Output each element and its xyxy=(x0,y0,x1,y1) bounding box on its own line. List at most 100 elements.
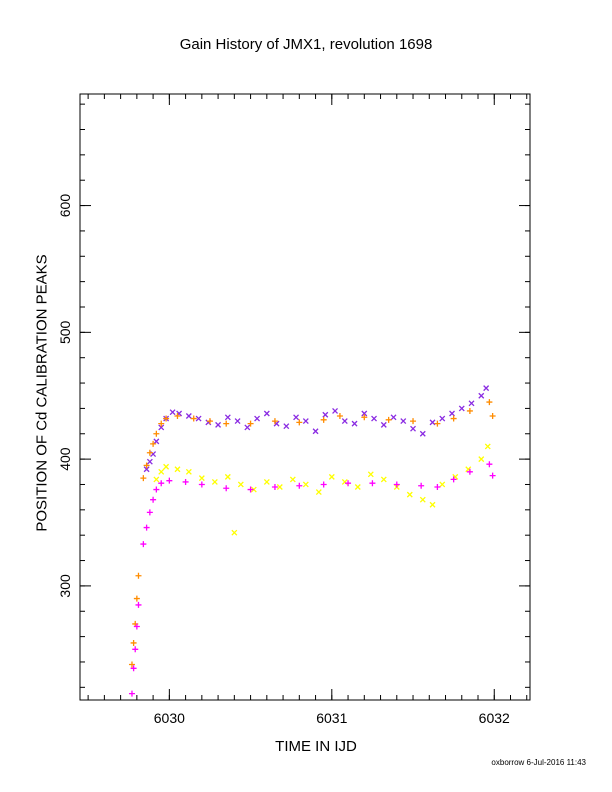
data-point xyxy=(400,418,407,425)
data-point xyxy=(276,484,283,490)
data-point xyxy=(146,449,153,456)
data-point xyxy=(153,438,160,445)
data-point xyxy=(468,400,475,407)
series-4 xyxy=(128,461,496,697)
x-tick-label: 6032 xyxy=(479,710,510,726)
data-point xyxy=(296,419,303,426)
data-point xyxy=(367,471,374,478)
series-3 xyxy=(153,443,491,536)
data-point xyxy=(293,414,300,421)
x-axis-label: TIME IN IJD xyxy=(275,738,357,755)
data-point xyxy=(146,458,153,465)
data-point xyxy=(135,572,142,579)
data-point xyxy=(320,481,327,488)
chart-title: Gain History of JMX1, revolution 1698 xyxy=(179,36,433,53)
data-point xyxy=(158,424,165,431)
data-point xyxy=(158,420,165,427)
data-point xyxy=(450,415,457,422)
y-tick-label: 300 xyxy=(57,574,73,598)
data-point xyxy=(489,413,496,420)
data-point xyxy=(206,418,213,425)
data-point xyxy=(466,468,473,475)
data-point xyxy=(223,485,230,492)
y-axis-label: POSITION OF Cd CALIBRATION PEAKS xyxy=(33,254,51,532)
data-point xyxy=(215,421,222,428)
data-point xyxy=(128,661,135,668)
data-point xyxy=(185,468,192,475)
data-point xyxy=(341,418,348,425)
data-point xyxy=(163,415,170,422)
data-point xyxy=(439,415,446,422)
data-point xyxy=(406,491,413,498)
data-point xyxy=(320,416,327,423)
data-point xyxy=(182,478,189,485)
data-point xyxy=(302,481,309,488)
y-tick-label: 400 xyxy=(57,447,73,471)
x-tick-label: 6030 xyxy=(154,710,185,726)
data-point xyxy=(478,392,485,399)
data-point xyxy=(486,461,493,468)
data-point xyxy=(271,418,278,425)
data-point xyxy=(250,486,257,493)
data-point xyxy=(146,509,153,516)
data-point xyxy=(143,524,150,531)
data-point xyxy=(385,416,392,423)
data-point xyxy=(371,415,378,422)
data-point xyxy=(158,468,165,475)
data-point xyxy=(351,420,358,427)
data-point xyxy=(449,410,455,417)
data-point xyxy=(271,484,278,491)
data-point xyxy=(153,430,160,437)
data-point xyxy=(153,476,160,483)
data-point xyxy=(315,489,322,496)
data-point xyxy=(133,623,140,630)
data-point xyxy=(419,496,426,503)
plot-frame xyxy=(79,93,531,701)
data-point xyxy=(133,595,140,602)
y-tick-label: 500 xyxy=(57,320,73,344)
data-point xyxy=(234,418,241,425)
data-point xyxy=(135,601,142,608)
data-point xyxy=(486,399,493,406)
data-point xyxy=(483,385,490,392)
data-point xyxy=(158,480,165,487)
data-point xyxy=(130,639,137,646)
data-point xyxy=(289,476,296,483)
data-point xyxy=(198,481,205,488)
data-point xyxy=(231,529,238,536)
data-point xyxy=(247,486,254,493)
data-point xyxy=(143,466,150,473)
data-point xyxy=(128,690,135,697)
data-point xyxy=(185,413,192,419)
data-point xyxy=(140,475,147,482)
series-1 xyxy=(143,385,490,473)
data-point xyxy=(150,496,157,503)
tick-labels: 6030 6031 6032 300 400 500 600 xyxy=(57,194,510,726)
data-point xyxy=(296,482,303,489)
data-point xyxy=(302,418,309,425)
data-point xyxy=(489,472,496,479)
data-point xyxy=(237,481,244,488)
data-point xyxy=(244,424,251,431)
data-point xyxy=(328,473,335,480)
data-point xyxy=(380,421,387,428)
data-point xyxy=(153,486,160,493)
data-point xyxy=(380,476,387,483)
data-point xyxy=(390,414,397,421)
data-point xyxy=(410,418,417,425)
data-point xyxy=(140,541,147,548)
data-point xyxy=(211,478,218,485)
data-point xyxy=(254,415,261,422)
data-point xyxy=(336,413,343,420)
data-point xyxy=(263,478,270,485)
data-point xyxy=(322,411,329,418)
credit-footer: oxborrow 6-Jul-2016 11:43 xyxy=(491,758,586,767)
data-point xyxy=(484,443,491,450)
data-points xyxy=(128,385,496,697)
data-point xyxy=(361,414,368,421)
data-point xyxy=(429,501,436,508)
axis-ticks xyxy=(80,94,530,700)
data-point xyxy=(354,484,361,490)
y-tick-label: 600 xyxy=(57,194,73,218)
